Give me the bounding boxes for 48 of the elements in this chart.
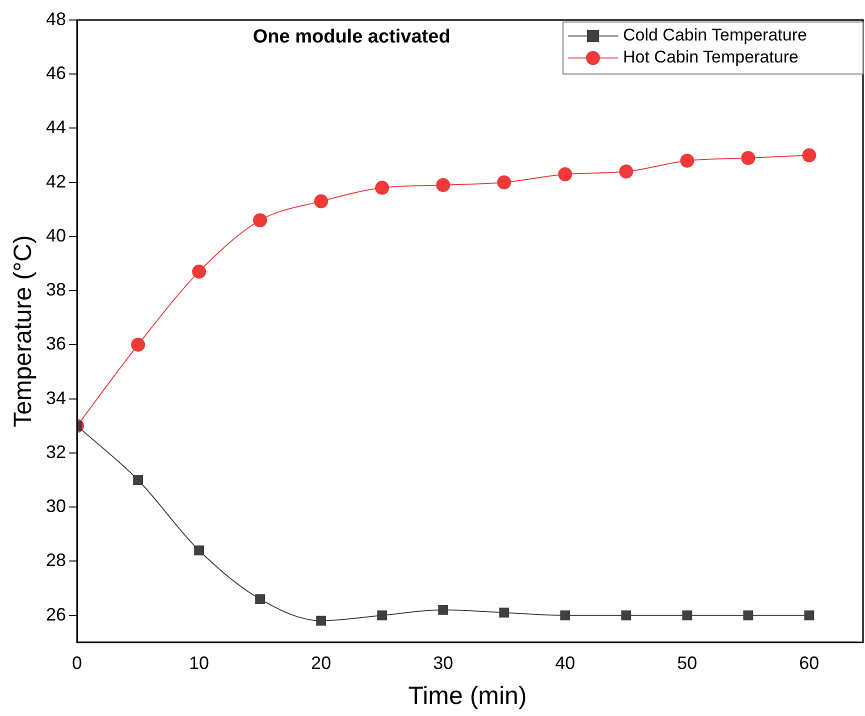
point <box>194 545 204 556</box>
y-tick-label: 26 <box>46 604 66 624</box>
point <box>316 616 326 626</box>
point <box>255 594 266 604</box>
y-tick-label: 48 <box>46 8 66 29</box>
y-tick-label: 32 <box>46 442 66 462</box>
y-tick-label: 38 <box>46 280 66 300</box>
x-tick-label: 40 <box>555 653 576 674</box>
point <box>743 610 754 620</box>
point <box>377 610 388 620</box>
y-tick-label: 40 <box>46 225 66 246</box>
legend-label: Hot Cabin Temperature <box>623 48 798 67</box>
y-tick-label: 30 <box>46 496 66 516</box>
point <box>682 610 692 620</box>
point <box>802 148 816 162</box>
point <box>560 610 570 620</box>
x-tick-label: 0 <box>72 653 82 674</box>
point <box>499 608 510 618</box>
y-tick-label: 44 <box>46 117 66 138</box>
point <box>619 164 634 179</box>
point <box>558 167 572 182</box>
point <box>192 264 206 279</box>
point <box>680 154 694 168</box>
y-tick-label: 28 <box>46 550 66 570</box>
point <box>436 178 450 192</box>
x-axis-title: Time (min) <box>408 682 527 710</box>
point <box>804 610 814 620</box>
y-axis-title: Temperature (°C) <box>8 235 37 428</box>
point <box>497 175 512 190</box>
chart-title: One module activated <box>252 26 450 48</box>
point <box>438 604 448 615</box>
point <box>131 338 146 352</box>
point <box>253 213 268 228</box>
x-tick-label: 10 <box>189 653 210 674</box>
legend-label: Cold Cabin Temperature <box>623 26 807 45</box>
point <box>741 151 756 166</box>
x-tick-label: 30 <box>433 653 454 674</box>
point <box>375 180 390 195</box>
x-tick-label: 50 <box>677 653 698 674</box>
y-tick-label: 42 <box>46 171 66 192</box>
point <box>133 475 143 485</box>
y-tick-label: 36 <box>46 334 66 354</box>
y-tick-label: 46 <box>46 63 66 84</box>
point <box>621 610 632 620</box>
y-tick-label: 34 <box>46 388 66 408</box>
point <box>314 194 328 208</box>
x-tick-label: 20 <box>311 653 332 674</box>
x-tick-label: 60 <box>799 653 820 674</box>
